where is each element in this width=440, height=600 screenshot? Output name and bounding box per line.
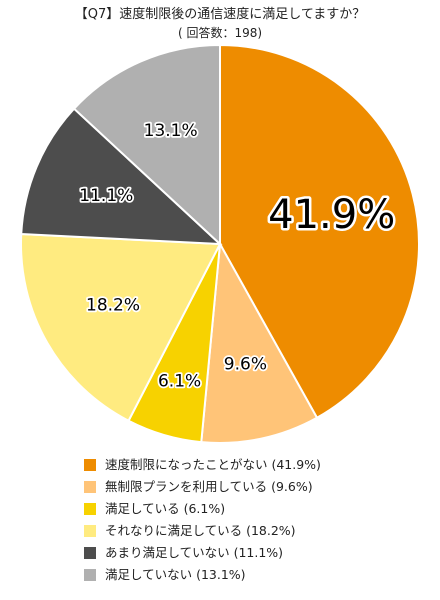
legend-item-1: 速度制限になったことがない (41.9%) <box>84 454 321 476</box>
legend-swatch <box>84 525 96 537</box>
legend-swatch <box>84 459 96 471</box>
pie-slice-4 <box>20 232 222 423</box>
legend-label: 満足していない (13.1%) <box>105 567 246 582</box>
legend-item-2: 無制限プランを利用している (9.6%) <box>84 476 321 498</box>
slice-label-3: 6.1% <box>158 371 201 391</box>
legend-swatch <box>84 481 96 493</box>
legend-swatch <box>84 569 96 581</box>
legend-item-5: あまり満足していない (11.1%) <box>84 542 321 564</box>
slice-label-4: 18.2% <box>86 295 140 315</box>
legend-label: 速度制限になったことがない (41.9%) <box>105 457 321 472</box>
pie-slice-5 <box>20 107 223 246</box>
legend-label: あまり満足していない (11.1%) <box>105 545 284 560</box>
slice-label-6: 13.1% <box>144 121 198 141</box>
chart-legend: 速度制限になったことがない (41.9%) 無制限プランを利用している (9.6%… <box>84 454 321 586</box>
chart-subtitle: ( 回答数：198) <box>177 26 263 40</box>
legend-swatch <box>84 547 96 559</box>
pie-slice-6 <box>72 43 221 247</box>
slice-label-1: 41.9% <box>268 192 395 238</box>
legend-label: 無制限プランを利用している (9.6%) <box>105 479 313 494</box>
legend-swatch <box>84 503 96 515</box>
legend-label: それなりに満足している (18.2%) <box>105 523 296 538</box>
slice-label-2: 9.6% <box>224 355 267 375</box>
legend-item-4: それなりに満足している (18.2%) <box>84 520 321 542</box>
pie-slice-2 <box>200 240 319 444</box>
legend-label: 満足している (6.1%) <box>105 501 226 516</box>
legend-item-3: 満足している (6.1%) <box>84 498 321 520</box>
slice-label-5: 11.1% <box>79 186 133 206</box>
chart-title: 【Q7】速度制限後の通信速度に満足してますか？ <box>74 7 366 22</box>
legend-item-6: 満足していない (13.1%) <box>84 564 321 586</box>
pie-slice-1 <box>219 43 420 420</box>
